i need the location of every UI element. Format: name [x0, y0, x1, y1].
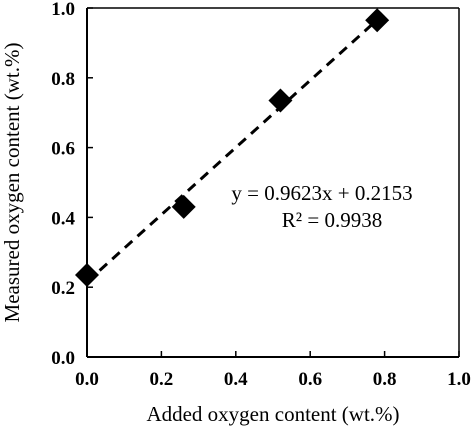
data-point — [365, 8, 390, 33]
data-point — [171, 194, 196, 219]
x-ticks: 0.0 0.2 0.4 0.6 0.8 1.0 — [75, 351, 471, 390]
equation-annotation: y = 0.9623x + 0.2153 — [231, 181, 412, 205]
x-tick-label: 1.0 — [447, 369, 471, 390]
x-tick-label: 0.8 — [373, 369, 397, 390]
y-tick-label: 0.2 — [51, 278, 75, 299]
x-tick-label: 0.0 — [75, 369, 99, 390]
plot-area: 0.0 0.2 0.4 0.6 0.8 1.0 0.0 0.2 0.4 0.6 0.8 1.0 y … — [51, 0, 471, 390]
data-point — [268, 88, 293, 113]
y-tick-label: 0.4 — [51, 208, 75, 229]
y-tick-label: 1.0 — [51, 0, 75, 20]
x-tick-label: 0.2 — [150, 369, 174, 390]
y-tick-label: 0.0 — [51, 348, 75, 369]
y-axis-title: Measured oxygen content (wt.%) — [0, 43, 24, 323]
x-tick-label: 0.4 — [224, 369, 248, 390]
trendline — [85, 18, 379, 283]
x-tick-label: 0.6 — [298, 369, 322, 390]
y-ticks: 0.0 0.2 0.4 0.6 0.8 1.0 — [51, 0, 93, 369]
y-tick-label: 0.8 — [51, 69, 75, 90]
y-tick-label: 0.6 — [51, 139, 75, 160]
data-point — [75, 262, 99, 287]
r-squared-annotation: R² = 0.9938 — [282, 208, 382, 232]
x-axis-title: Added oxygen content (wt.%) — [146, 402, 399, 426]
data-points — [75, 8, 390, 287]
